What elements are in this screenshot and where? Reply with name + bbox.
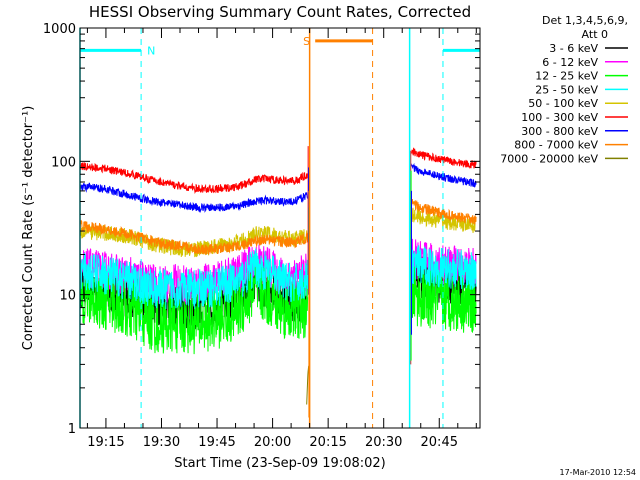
series-line <box>79 248 309 310</box>
flag-label: S <box>303 35 310 48</box>
y-tick-label: 1000 <box>43 22 76 37</box>
legend-label: 50 - 100 keV <box>528 97 598 110</box>
x-tick-label: 19:15 <box>87 435 124 450</box>
x-tick-label: 20:15 <box>309 435 346 450</box>
series-800-7000-kev <box>79 198 477 256</box>
legend-label: 100 - 300 keV <box>521 111 598 124</box>
series-line <box>411 265 477 333</box>
footer-timestamp: 17-Mar-2010 12:54 <box>560 468 637 477</box>
legend-label: 12 - 25 keV <box>535 70 598 83</box>
series-7000-20000-kev <box>306 365 310 405</box>
x-tick-label: 20:45 <box>421 435 458 450</box>
series-25-50-kev <box>79 245 477 310</box>
series-line <box>306 365 310 405</box>
y-tick-label: 10 <box>59 289 76 304</box>
x-tick-label: 19:30 <box>143 435 180 450</box>
series-line <box>79 219 309 256</box>
series-line <box>411 198 477 225</box>
axis-layer: 1 10 100 1000 19:15 19:30 19:45 20:00 20:15 20:30… <box>43 22 480 450</box>
series-50-100-kev <box>79 207 477 258</box>
legend-label: 7000 - 20000 keV <box>500 152 598 165</box>
legend-title-line-1: Det 1,3,4,5,6,9, <box>542 14 628 27</box>
series-line <box>411 162 477 188</box>
legend-label: 25 - 50 keV <box>535 83 598 96</box>
series-100-300-kev <box>79 147 477 195</box>
legend-label: 800 - 7000 keV <box>514 139 598 152</box>
flag-layer: NS <box>79 28 480 428</box>
x-tick-label: 20:30 <box>365 435 402 450</box>
legend-label: 6 - 12 keV <box>542 56 598 69</box>
series-line <box>411 207 477 233</box>
flag-n: N <box>79 28 480 428</box>
series-line <box>79 223 309 258</box>
series-line <box>79 182 309 213</box>
flag-label: N <box>147 44 155 57</box>
series-line <box>79 162 309 195</box>
y-tick-label: 100 <box>51 155 76 170</box>
data-layer <box>79 146 477 418</box>
legend-title-line-2: Att 0 <box>582 28 608 41</box>
plot-frame <box>79 27 481 429</box>
chart-title: HESSI Observing Summary Count Rates, Cor… <box>89 3 471 21</box>
y-axis-label: Corrected Count Rate (s⁻¹ detector⁻¹) <box>21 106 36 351</box>
series-300-800-kev <box>79 162 477 213</box>
y-tick-label: 1 <box>68 422 76 437</box>
x-axis-label: Start Time (23-Sep-09 19:08:02) <box>174 456 385 471</box>
series-line <box>411 245 477 290</box>
legend-label: 300 - 800 keV <box>521 125 598 138</box>
series-line <box>411 147 477 169</box>
x-tick-label: 20:00 <box>254 435 291 450</box>
x-tick-label: 19:45 <box>198 435 235 450</box>
flag-s: S <box>303 28 374 428</box>
legend-label: 3 - 6 keV <box>549 42 598 55</box>
